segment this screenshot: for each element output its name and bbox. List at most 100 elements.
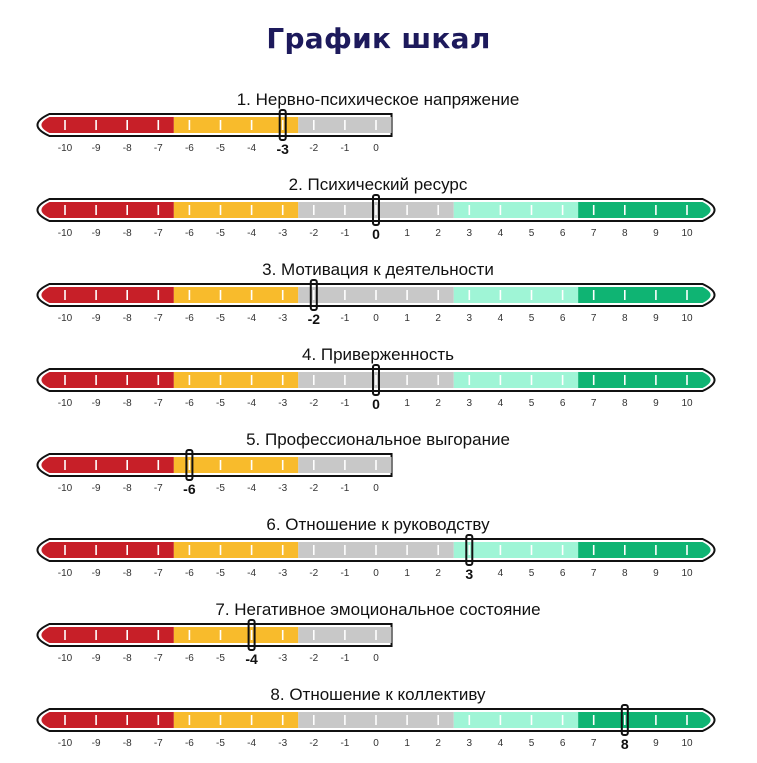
value-marker bbox=[278, 109, 287, 141]
tick-label: -8 bbox=[123, 313, 132, 324]
tick-label: -9 bbox=[92, 228, 101, 239]
tick-label: -3 bbox=[278, 228, 287, 239]
tick-label: 10 bbox=[681, 738, 693, 749]
zone-green bbox=[578, 202, 711, 218]
scale-4: 4. Приверженность -10 -9 -8 -7 -6 -5 -4 -3 -2 -1 1 2… bbox=[36, 345, 716, 412]
tick-label: -7 bbox=[154, 313, 163, 324]
tick-label: -3 bbox=[278, 568, 287, 579]
tick-label: -3 bbox=[278, 653, 287, 664]
tick-label: 4 bbox=[498, 568, 504, 579]
zone-red bbox=[41, 287, 174, 303]
zone-green bbox=[578, 287, 711, 303]
tick-label: -5 bbox=[216, 313, 225, 324]
tick-label: -6 bbox=[185, 568, 194, 579]
tick-label: 1 bbox=[404, 738, 410, 749]
value-label: 3 bbox=[465, 566, 473, 582]
tick-label: -9 bbox=[92, 653, 101, 664]
tick-label: 5 bbox=[529, 228, 535, 239]
zone-mint bbox=[453, 542, 579, 558]
scale-label: 8. Отношение к коллективу bbox=[270, 685, 486, 704]
tick-label: -6 bbox=[185, 653, 194, 664]
tick-label: -7 bbox=[154, 398, 163, 409]
tick-label: -3 bbox=[278, 398, 287, 409]
tick-label: -3 bbox=[278, 738, 287, 749]
tick-label: 9 bbox=[653, 738, 659, 749]
scale-3: 3. Мотивация к деятельности-10 -9 -8 -7 -6 -5… bbox=[36, 260, 716, 327]
zone-red bbox=[41, 202, 174, 218]
tick-label: 0 bbox=[373, 483, 379, 494]
zone-yellow bbox=[173, 457, 299, 473]
tick-label: 1 bbox=[404, 398, 410, 409]
tick-label: -5 bbox=[216, 568, 225, 579]
tick-label: 5 bbox=[529, 313, 535, 324]
tick-label: 2 bbox=[435, 228, 441, 239]
tick-label: 0 bbox=[373, 568, 379, 579]
tick-label: 5 bbox=[529, 738, 535, 749]
tick-label: 8 bbox=[622, 313, 628, 324]
tick-label: 3 bbox=[467, 228, 473, 239]
tick-label: -1 bbox=[340, 568, 349, 579]
tick-label: -1 bbox=[340, 738, 349, 749]
tick-label: -10 bbox=[58, 653, 73, 664]
tick-label: -2 bbox=[309, 568, 318, 579]
value-marker bbox=[620, 704, 629, 736]
tick-label: 0 bbox=[373, 143, 379, 154]
tick-label: -8 bbox=[123, 228, 132, 239]
scale-6: 6. Отношение к руководству-10 -9 -8 -7 -6 -5-… bbox=[36, 515, 716, 582]
tick-label: -10 bbox=[58, 313, 73, 324]
tick-label: -4 bbox=[247, 313, 256, 324]
zone-red bbox=[41, 627, 174, 643]
value-label: -3 bbox=[276, 141, 289, 157]
tick-label: -7 bbox=[154, 568, 163, 579]
tick-label: -1 bbox=[340, 653, 349, 664]
tick-label: 9 bbox=[653, 313, 659, 324]
tick-label: 1 bbox=[404, 228, 410, 239]
tick-label: 3 bbox=[467, 398, 473, 409]
value-marker bbox=[372, 364, 380, 396]
tick-label: 0 bbox=[373, 653, 379, 664]
tick-label: 6 bbox=[560, 568, 566, 579]
tick-label: 4 bbox=[498, 738, 504, 749]
tick-label: 6 bbox=[560, 313, 566, 324]
value-marker bbox=[185, 449, 194, 481]
tick-label: 7 bbox=[591, 568, 597, 579]
tick-label: -3 bbox=[278, 483, 287, 494]
tick-label: 2 bbox=[435, 568, 441, 579]
tick-label: -10 bbox=[58, 568, 73, 579]
tick-label: -7 bbox=[154, 143, 163, 154]
tick-label: 3 bbox=[467, 738, 473, 749]
zone-yellow bbox=[173, 542, 299, 558]
zone-green bbox=[578, 542, 711, 558]
zone-red bbox=[41, 372, 174, 388]
zone-mint bbox=[453, 202, 579, 218]
tick-label: -8 bbox=[123, 483, 132, 494]
tick-label: 7 bbox=[591, 228, 597, 239]
tick-label: -4 bbox=[247, 398, 256, 409]
tick-label: 6 bbox=[560, 738, 566, 749]
scale-2: 2. Психический ресурс-10 -9 -8 -7 -6 -5 -4 -3 -2… bbox=[36, 175, 716, 242]
tick-label: 1 bbox=[404, 568, 410, 579]
tick-label: -10 bbox=[58, 483, 73, 494]
tick-label: -10 bbox=[58, 228, 73, 239]
scale-label: 5. Профессиональное выгорание bbox=[246, 430, 510, 449]
tick-label: -2 bbox=[309, 143, 318, 154]
tick-label: -1 bbox=[340, 228, 349, 239]
tick-label: -7 bbox=[154, 228, 163, 239]
tick-label: -9 bbox=[92, 143, 101, 154]
tick-label: -5 bbox=[216, 228, 225, 239]
tick-label: 4 bbox=[498, 313, 504, 324]
tick-label: 5 bbox=[529, 568, 535, 579]
tick-label: -1 bbox=[340, 398, 349, 409]
tick-label: 4 bbox=[498, 398, 504, 409]
tick-label: 10 bbox=[681, 313, 693, 324]
tick-label: -10 bbox=[58, 738, 73, 749]
tick-label: -6 bbox=[185, 398, 194, 409]
tick-label: -1 bbox=[340, 483, 349, 494]
zone-yellow bbox=[173, 202, 299, 218]
tick-label: -9 bbox=[92, 738, 101, 749]
scale-label: 1. Нервно-психическое напряжение bbox=[237, 90, 520, 109]
tick-label: -2 bbox=[309, 228, 318, 239]
value-label: 0 bbox=[372, 396, 380, 412]
tick-label: -4 bbox=[247, 228, 256, 239]
